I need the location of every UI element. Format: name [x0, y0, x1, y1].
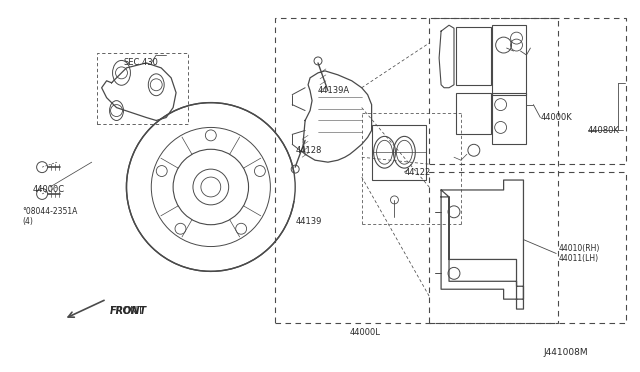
Text: 44080K: 44080K — [588, 126, 620, 135]
Text: 44000K: 44000K — [540, 113, 572, 122]
Text: 44010(RH)
44011(LH): 44010(RH) 44011(LH) — [558, 244, 600, 263]
Bar — [372, 125, 426, 180]
Bar — [429, 172, 626, 323]
Bar — [275, 18, 558, 323]
Bar — [492, 93, 527, 144]
Text: 44128: 44128 — [295, 146, 321, 155]
Text: °08044-2351A
(4): °08044-2351A (4) — [22, 207, 77, 227]
Bar — [429, 18, 626, 164]
Text: 44139A: 44139A — [318, 86, 350, 95]
Text: 44139: 44139 — [295, 217, 321, 226]
Text: 44000L: 44000L — [350, 328, 381, 337]
Text: 44000C: 44000C — [32, 186, 64, 195]
Bar — [456, 27, 491, 85]
Text: SEC.430: SEC.430 — [124, 58, 158, 67]
Text: J441008M: J441008M — [543, 348, 588, 357]
Text: FRONT: FRONT — [109, 306, 147, 316]
Bar — [456, 93, 491, 134]
Bar — [492, 25, 527, 95]
Text: FRONT: FRONT — [109, 306, 143, 316]
Text: 44122: 44122 — [404, 168, 431, 177]
Bar — [97, 53, 188, 125]
